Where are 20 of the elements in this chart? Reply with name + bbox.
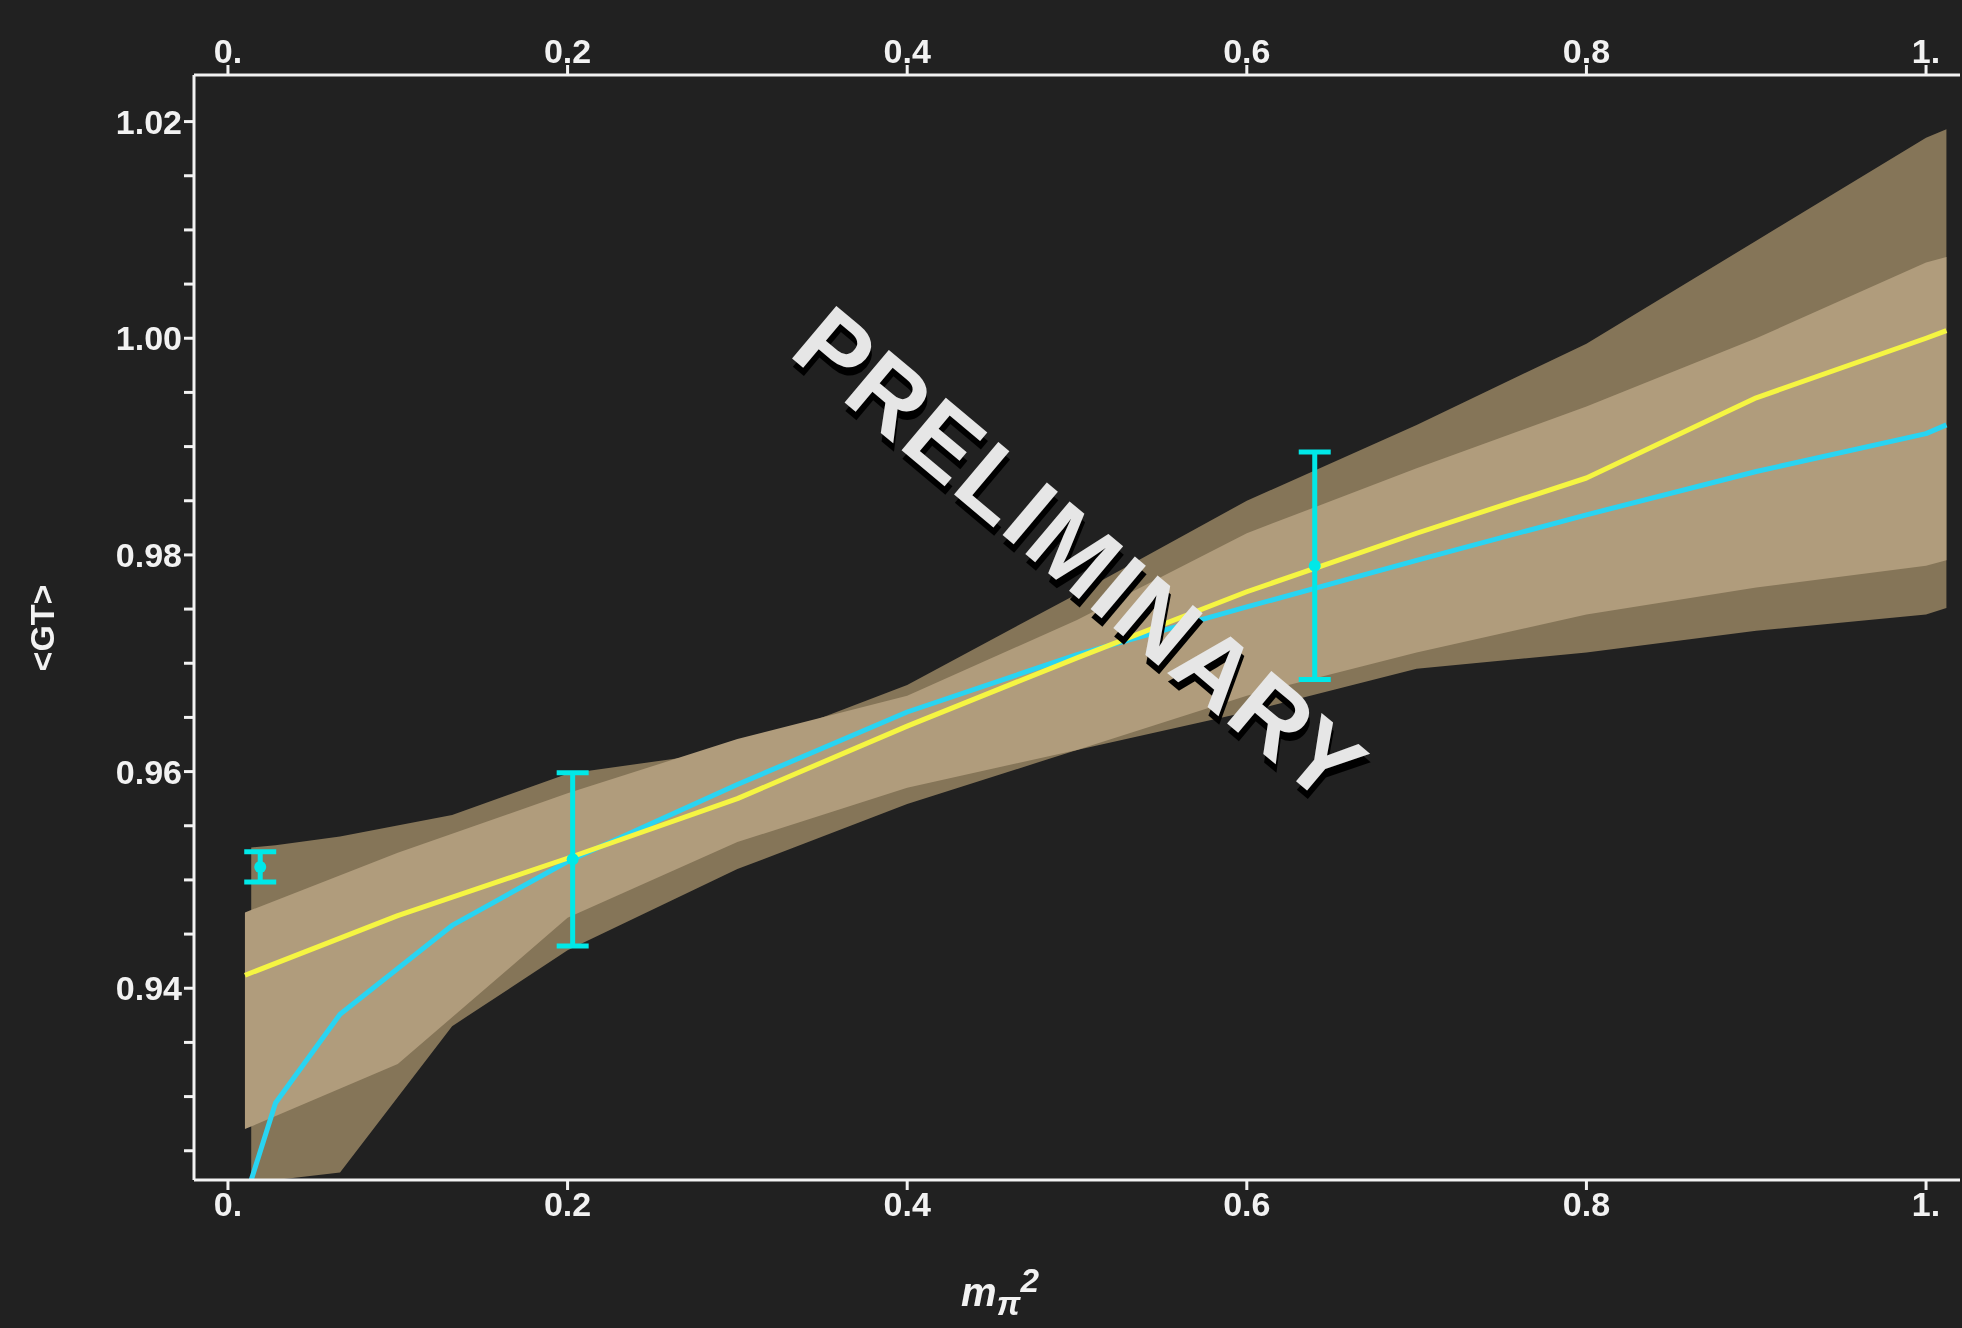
x2-tick-label: 0.4 xyxy=(883,1185,931,1224)
y-tick-label: 0.98 xyxy=(115,535,182,574)
y-tick-label: 1.00 xyxy=(115,319,182,358)
point xyxy=(254,860,267,873)
x-tick-label: 0.4 xyxy=(883,32,931,70)
x2-tick-label: 0.8 xyxy=(1562,1185,1611,1224)
y-tick-label: 0.96 xyxy=(115,752,182,791)
y-axis-title: <GT> xyxy=(22,584,62,672)
x-tick-label: 0.8 xyxy=(1562,32,1611,70)
x2-tick-label: 1. xyxy=(1911,1185,1941,1224)
y-tick-label: 0.94 xyxy=(115,969,183,1008)
y-tick-label: 1.02 xyxy=(115,102,182,141)
x2-tick-label: 0.6 xyxy=(1223,1185,1271,1224)
x-tick-label: 1. xyxy=(1911,32,1941,70)
x-tick-label: 0.6 xyxy=(1223,32,1271,70)
x2-tick-label: 0.2 xyxy=(543,1185,592,1224)
x-tick-label: 0. xyxy=(213,32,243,70)
x2-tick-label: 0. xyxy=(213,1185,243,1224)
point xyxy=(566,853,579,866)
x-tick-label: 0.2 xyxy=(543,32,592,70)
